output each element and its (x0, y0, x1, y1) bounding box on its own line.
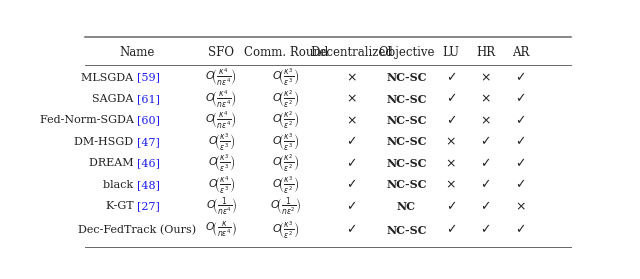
Text: ✓: ✓ (481, 200, 491, 213)
Text: NC-SC: NC-SC (386, 179, 427, 191)
Text: ×: × (445, 157, 456, 170)
Text: NC-SC: NC-SC (386, 136, 427, 148)
Text: Name: Name (119, 46, 155, 59)
Text: $O\!\left(\frac{\kappa^4}{\epsilon^3}\right)$: $O\!\left(\frac{\kappa^4}{\epsilon^3}\ri… (207, 174, 235, 196)
Text: K-GT: K-GT (106, 201, 137, 211)
Text: AR: AR (512, 46, 529, 59)
Text: ×: × (515, 200, 525, 213)
Text: $O\!\left(\frac{\kappa^2}{\epsilon^2}\right)$: $O\!\left(\frac{\kappa^2}{\epsilon^2}\ri… (272, 153, 300, 174)
Text: ✓: ✓ (515, 223, 525, 237)
Text: $O\!\left(\frac{\kappa^4}{n\epsilon^4}\right)$: $O\!\left(\frac{\kappa^4}{n\epsilon^4}\r… (205, 67, 237, 88)
Text: Objective: Objective (378, 46, 435, 59)
Text: NC-SC: NC-SC (386, 158, 427, 169)
Text: SAGDA: SAGDA (92, 94, 137, 104)
Text: [59]: [59] (137, 73, 160, 83)
Text: Decentralized: Decentralized (310, 46, 393, 59)
Text: ✓: ✓ (346, 179, 357, 191)
Text: [27]: [27] (137, 201, 160, 211)
Text: ✓: ✓ (481, 157, 491, 170)
Text: HR: HR (476, 46, 495, 59)
Text: ×: × (481, 114, 491, 127)
Text: $O\!\left(\frac{1}{n\epsilon^4}\right)$: $O\!\left(\frac{1}{n\epsilon^4}\right)$ (205, 195, 237, 218)
Text: ✓: ✓ (515, 136, 525, 148)
Text: ✓: ✓ (346, 200, 357, 213)
Text: ×: × (445, 179, 456, 191)
Text: ✓: ✓ (515, 179, 525, 191)
Text: ×: × (346, 71, 357, 84)
Text: MLSGDA: MLSGDA (81, 73, 137, 83)
Text: $O\!\left(\frac{\kappa^3}{\epsilon^2}\right)$: $O\!\left(\frac{\kappa^3}{\epsilon^2}\ri… (272, 219, 300, 241)
Text: ✓: ✓ (515, 71, 525, 84)
Text: ✓: ✓ (445, 200, 456, 213)
Text: [48]: [48] (137, 180, 160, 190)
Text: $O\!\left(\frac{\kappa}{n\epsilon^4}\right)$: $O\!\left(\frac{\kappa}{n\epsilon^4}\rig… (205, 220, 237, 240)
Text: NC-SC: NC-SC (386, 72, 427, 83)
Text: NC-SC: NC-SC (386, 93, 427, 105)
Text: ✓: ✓ (515, 93, 525, 105)
Text: $O\!\left(\frac{\kappa^3}{\epsilon^2}\right)$: $O\!\left(\frac{\kappa^3}{\epsilon^2}\ri… (272, 174, 300, 196)
Text: DREAM: DREAM (89, 158, 137, 169)
Text: NC-SC: NC-SC (386, 225, 427, 235)
Text: ×: × (445, 136, 456, 148)
Text: [46]: [46] (137, 158, 160, 169)
Text: NC: NC (397, 201, 416, 212)
Text: $O\!\left(\frac{\kappa^3}{\epsilon^3}\right)$: $O\!\left(\frac{\kappa^3}{\epsilon^3}\ri… (272, 67, 300, 88)
Text: Dec-FedTrack (Ours): Dec-FedTrack (Ours) (78, 225, 196, 235)
Text: ✓: ✓ (515, 157, 525, 170)
Text: ✓: ✓ (445, 71, 456, 84)
Text: SFO: SFO (209, 46, 234, 59)
Text: [47]: [47] (137, 137, 160, 147)
Text: ×: × (481, 93, 491, 105)
Text: NC-SC: NC-SC (386, 115, 427, 126)
Text: DM-HSGD: DM-HSGD (74, 137, 137, 147)
Text: ✓: ✓ (481, 136, 491, 148)
Text: LU: LU (442, 46, 460, 59)
Text: $O\!\left(\frac{1}{n\epsilon^2}\right)$: $O\!\left(\frac{1}{n\epsilon^2}\right)$ (270, 195, 301, 218)
Text: $O\!\left(\frac{\kappa^3}{\epsilon^3}\right)$: $O\!\left(\frac{\kappa^3}{\epsilon^3}\ri… (207, 131, 235, 153)
Text: $O\!\left(\frac{\kappa^2}{\epsilon^2}\right)$: $O\!\left(\frac{\kappa^2}{\epsilon^2}\ri… (272, 88, 300, 110)
Text: ✓: ✓ (346, 136, 357, 148)
Text: black: black (103, 180, 137, 190)
Text: ✓: ✓ (481, 223, 491, 237)
Text: ✓: ✓ (445, 93, 456, 105)
Text: ✓: ✓ (445, 114, 456, 127)
Text: ✓: ✓ (445, 223, 456, 237)
Text: Comm. Round: Comm. Round (244, 46, 328, 59)
Text: ✓: ✓ (481, 179, 491, 191)
Text: $O\!\left(\frac{\kappa^4}{n\epsilon^4}\right)$: $O\!\left(\frac{\kappa^4}{n\epsilon^4}\r… (205, 88, 237, 110)
Text: $O\!\left(\frac{\kappa^3}{\epsilon^3}\right)$: $O\!\left(\frac{\kappa^3}{\epsilon^3}\ri… (207, 153, 235, 174)
Text: $O\!\left(\frac{\kappa^4}{n\epsilon^4}\right)$: $O\!\left(\frac{\kappa^4}{n\epsilon^4}\r… (205, 110, 237, 131)
Text: ✓: ✓ (346, 223, 357, 237)
Text: ✓: ✓ (515, 114, 525, 127)
Text: [61]: [61] (137, 94, 160, 104)
Text: Fed-Norm-SGDA: Fed-Norm-SGDA (40, 116, 137, 126)
Text: [60]: [60] (137, 116, 160, 126)
Text: $O\!\left(\frac{\kappa^3}{\epsilon^3}\right)$: $O\!\left(\frac{\kappa^3}{\epsilon^3}\ri… (272, 131, 300, 153)
Text: ×: × (481, 71, 491, 84)
Text: ×: × (346, 114, 357, 127)
Text: $O\!\left(\frac{\kappa^2}{\epsilon^2}\right)$: $O\!\left(\frac{\kappa^2}{\epsilon^2}\ri… (272, 110, 300, 131)
Text: ✓: ✓ (346, 157, 357, 170)
Text: ×: × (346, 93, 357, 105)
